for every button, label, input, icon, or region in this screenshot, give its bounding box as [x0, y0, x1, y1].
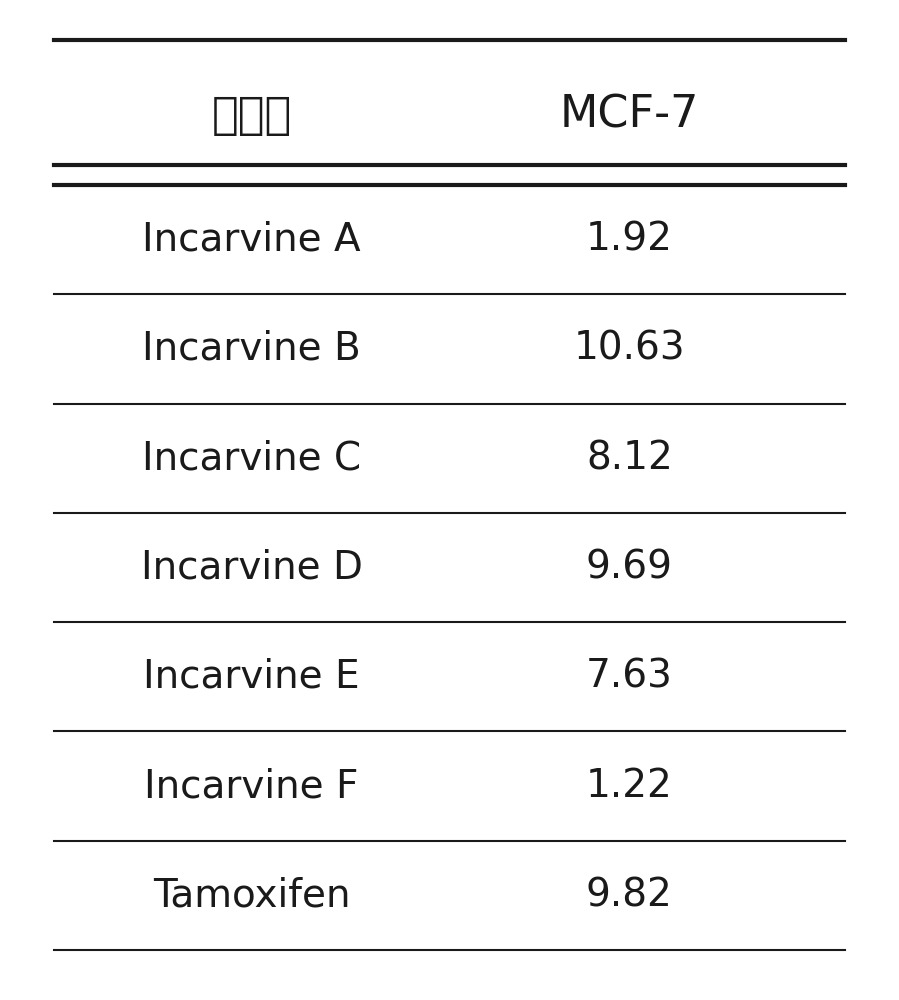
Text: 7.63: 7.63: [586, 658, 672, 696]
Text: Incarvine A: Incarvine A: [142, 221, 361, 259]
Text: 9.69: 9.69: [586, 548, 672, 586]
Text: 1.92: 1.92: [586, 221, 672, 259]
Text: 9.82: 9.82: [586, 876, 672, 914]
Text: Tamoxifen: Tamoxifen: [153, 876, 351, 914]
Text: Incarvine C: Incarvine C: [142, 439, 361, 477]
Text: Incarvine D: Incarvine D: [141, 548, 362, 586]
Text: Incarvine E: Incarvine E: [144, 658, 360, 696]
Text: Incarvine F: Incarvine F: [145, 767, 359, 805]
Text: 化合物: 化合物: [211, 94, 292, 136]
Text: 8.12: 8.12: [586, 439, 672, 477]
Text: Incarvine B: Incarvine B: [142, 330, 361, 368]
Text: 10.63: 10.63: [574, 330, 685, 368]
Text: 1.22: 1.22: [586, 767, 672, 805]
Text: MCF-7: MCF-7: [559, 94, 699, 136]
